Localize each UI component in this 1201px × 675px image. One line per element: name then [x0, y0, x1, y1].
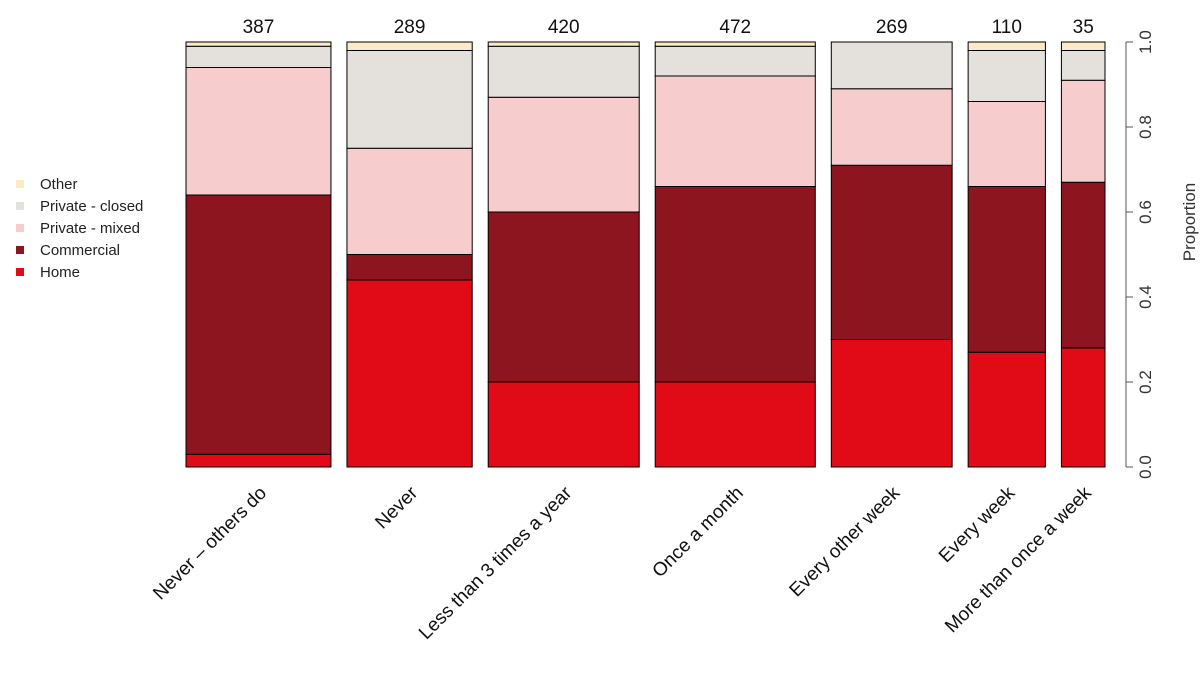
bar-segment-other-every-week [968, 42, 1045, 51]
bar-segment-private-closed-once-a-month [655, 46, 815, 76]
bar-segment-private-closed-never [347, 51, 472, 149]
y-tick-label: 0.6 [1136, 200, 1155, 224]
category-label-more-than-once-a-week: More than once a week [941, 482, 1096, 637]
legend: Other Private - closed Private - mixed Comm… [16, 176, 143, 281]
bar-segment-home-once-a-month [655, 382, 815, 467]
bar-segment-home-never-others-do [186, 454, 331, 467]
bar-segment-private-mixed-never-others-do [186, 68, 331, 196]
bar-segment-commercial-never [347, 255, 472, 281]
y-tick-label: 1.0 [1136, 30, 1155, 54]
category-label-once-a-month: Once a month [649, 483, 748, 582]
bar-segment-private-mixed-once-a-month [655, 76, 815, 187]
legend-label-other: Other [40, 176, 78, 193]
bar-segment-home-never [347, 280, 472, 467]
y-tick-label: 0.0 [1136, 455, 1155, 479]
count-labels-group: 387 289 420 472 269 110 35 [243, 17, 1094, 38]
count-label-less-than-3-times-a-year: 420 [548, 17, 580, 38]
bar-segment-private-closed-more-than-once-a-week [1061, 51, 1105, 81]
category-label-every-week: Every week [935, 482, 1020, 567]
legend-swatch-private-closed [16, 202, 24, 210]
bar-segment-private-closed-less-than-3-times-a-year [488, 46, 639, 97]
bar-segment-home-every-week [968, 352, 1045, 467]
y-axis-title: Proportion [1180, 183, 1199, 261]
bar-segment-private-mixed-every-other-week [831, 89, 952, 166]
category-label-never: Never [371, 482, 422, 533]
bar-segment-commercial-every-week [968, 187, 1045, 353]
bar-segment-home-more-than-once-a-week [1061, 348, 1105, 467]
bar-segment-commercial-every-other-week [831, 165, 952, 339]
legend-swatch-other [16, 180, 24, 188]
count-label-every-week: 110 [992, 17, 1022, 38]
bar-segment-home-less-than-3-times-a-year [488, 382, 639, 467]
count-label-every-other-week: 269 [876, 17, 908, 38]
bar-segment-commercial-more-than-once-a-week [1061, 182, 1105, 348]
legend-swatch-private-mixed [16, 224, 24, 232]
bar-segment-other-never-others-do [186, 42, 331, 46]
bar-segment-commercial-once-a-month [655, 187, 815, 383]
category-label-less-than-3-times-a-year: Less than 3 times a year [415, 482, 577, 644]
bar-segment-other-more-than-once-a-week [1061, 42, 1105, 51]
bar-segment-private-closed-every-week [968, 51, 1045, 102]
bar-segment-other-once-a-month [655, 42, 815, 46]
y-tick-label: 0.8 [1136, 115, 1155, 139]
bar-segment-other-less-than-3-times-a-year [488, 42, 639, 46]
y-tick-label: 0.4 [1136, 285, 1155, 309]
bars-group [186, 42, 1105, 467]
legend-label-home: Home [40, 264, 80, 281]
legend-label-commercial: Commercial [40, 242, 120, 259]
bar-segment-private-closed-every-other-week [831, 42, 952, 89]
y-tick-label: 0.2 [1136, 370, 1155, 394]
legend-swatch-home [16, 268, 24, 276]
category-label-never-others-do: Never – others do [149, 483, 271, 605]
bar-segment-other-never [347, 42, 472, 51]
count-label-once-a-month: 472 [719, 17, 751, 38]
bar-segment-commercial-less-than-3-times-a-year [488, 212, 639, 382]
count-label-never-others-do: 387 [243, 17, 275, 38]
count-label-more-than-once-a-week: 35 [1073, 17, 1094, 38]
legend-label-private-closed: Private - closed [40, 198, 143, 215]
bar-segment-private-mixed-every-week [968, 102, 1045, 187]
bar-segment-home-every-other-week [831, 340, 952, 468]
bar-segment-private-mixed-never [347, 148, 472, 254]
count-label-never: 289 [394, 17, 426, 38]
bar-segment-private-mixed-more-than-once-a-week [1061, 80, 1105, 182]
bar-segment-private-closed-never-others-do [186, 46, 331, 67]
y-axis: 0.0 0.2 0.4 0.6 0.8 1.0 [1126, 30, 1155, 479]
bar-segment-private-mixed-less-than-3-times-a-year [488, 97, 639, 212]
category-label-every-other-week: Every other week [786, 482, 905, 601]
legend-label-private-mixed: Private - mixed [40, 220, 140, 237]
bar-segment-commercial-never-others-do [186, 195, 331, 454]
legend-swatch-commercial [16, 246, 24, 254]
